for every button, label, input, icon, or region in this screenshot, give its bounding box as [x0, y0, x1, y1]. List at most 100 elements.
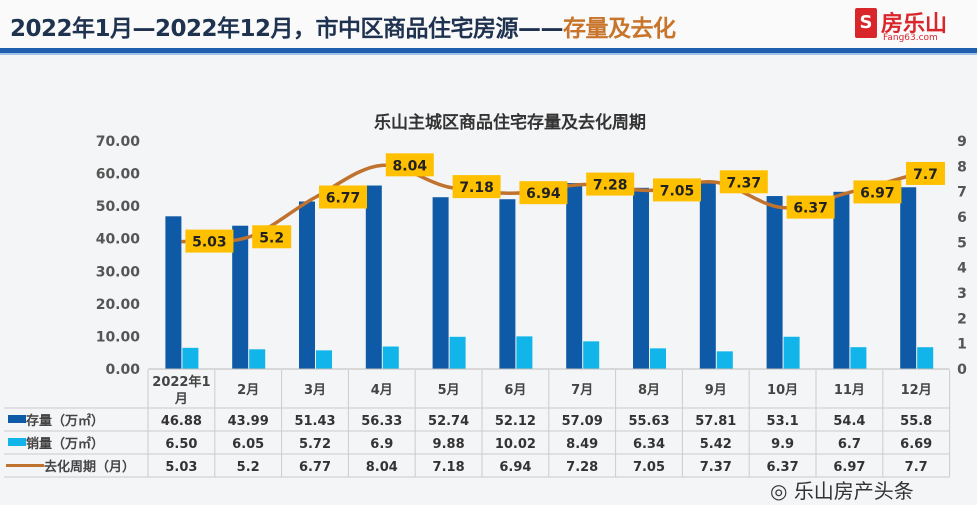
table-value: 6.37	[767, 460, 799, 475]
table-value: 5.2	[237, 460, 260, 475]
category-label: 12月	[901, 383, 932, 398]
sales-bar	[917, 347, 934, 369]
sales-bar	[583, 341, 600, 369]
stock-bar	[365, 185, 382, 369]
cycle-data-label: 6.94	[526, 186, 561, 202]
sales-bar	[516, 336, 533, 369]
category-label: 11月	[834, 383, 865, 398]
table-value: 57.81	[695, 414, 736, 429]
left-axis-tick: 20.00	[96, 297, 141, 313]
table-value: 55.63	[628, 414, 669, 429]
right-axis-tick: 5	[957, 235, 967, 251]
wechat-icon: ◎	[770, 479, 794, 503]
table-value: 51.43	[294, 414, 335, 429]
header: 2022年1月—2022年12月，市中区商品住宅房源——存量及去化 S 房乐山 …	[0, 0, 977, 48]
category-label: 6月	[504, 383, 526, 398]
cycle-data-label: 6.97	[860, 185, 895, 201]
left-axis-tick: 40.00	[96, 232, 141, 248]
stock-bar	[432, 197, 449, 369]
title-highlight: 存量及去化	[563, 16, 676, 42]
legend-label: 去化周期（月）	[44, 459, 135, 475]
table-value: 52.74	[428, 414, 469, 429]
stock-bar	[299, 201, 315, 369]
right-axis-tick: 3	[957, 286, 967, 302]
table-value: 7.37	[700, 460, 732, 475]
stock-bar	[766, 196, 783, 369]
table-value: 5.42	[700, 437, 732, 452]
table-value: 56.33	[361, 414, 402, 429]
watermark: ◎ 乐山房产头条	[770, 479, 914, 503]
category-label: 2月	[237, 383, 259, 398]
logo: S 房乐山 Fang63.com	[855, 6, 970, 46]
cycle-label-box	[786, 195, 835, 219]
cycle-data-label: 5.03	[192, 235, 227, 251]
cycle-data-label: 6.37	[793, 201, 828, 217]
table-value: 7.28	[566, 460, 598, 475]
category-label: 9月	[705, 383, 727, 398]
category-label: 8月	[638, 383, 660, 398]
table-value: 57.09	[562, 414, 603, 429]
stock-bar	[165, 216, 182, 369]
sales-bar	[249, 349, 266, 369]
right-axis-tick: 1	[957, 337, 967, 353]
logo-url: Fang63.com	[883, 33, 938, 43]
stock-bar	[232, 225, 249, 369]
category-label: 3月	[304, 383, 326, 398]
sales-bar	[316, 350, 332, 369]
left-axis-tick: 50.00	[96, 199, 141, 215]
cycle-label-box	[385, 153, 434, 177]
right-axis-tick: 4	[957, 261, 967, 277]
cycle-label-box	[319, 185, 367, 209]
table-value: 9.88	[433, 437, 465, 452]
category-label: 5月	[438, 383, 460, 398]
stock-bar	[900, 187, 917, 369]
right-axis-tick: 0	[957, 362, 967, 378]
watermark-text: 乐山房产头条	[793, 479, 914, 503]
page-title: 2022年1月—2022年12月，市中区商品住宅房源——存量及去化	[10, 9, 676, 43]
right-axis-tick: 2	[957, 311, 967, 327]
legend-bar-swatch	[8, 438, 26, 446]
left-axis-tick: 10.00	[96, 329, 141, 345]
cycle-label-box	[853, 180, 902, 204]
stock-bar	[633, 187, 649, 369]
table-value: 7.18	[433, 460, 465, 475]
header-divider	[0, 48, 977, 53]
logo-name: 房乐山	[881, 12, 948, 37]
table-value: 6.7	[838, 437, 861, 452]
sales-bar	[182, 347, 199, 369]
left-axis-tick: 70.00	[96, 134, 141, 150]
table-value: 5.03	[165, 460, 197, 475]
cycle-label-box	[653, 178, 701, 202]
sales-bar	[382, 346, 399, 369]
cycle-label-box	[906, 161, 945, 185]
table-value: 6.9	[370, 437, 393, 452]
right-axis-tick: 6	[957, 210, 967, 226]
stock-bar	[699, 180, 716, 369]
cycle-data-label: 7.28	[593, 178, 628, 194]
category-label: 月	[174, 392, 188, 407]
stock-bar	[833, 191, 850, 369]
table-value: 6.77	[299, 460, 331, 475]
cycle-data-label: 8.04	[393, 158, 428, 174]
sales-bar	[449, 336, 466, 369]
right-axis-tick: 7	[957, 185, 967, 201]
table-value: 52.12	[495, 414, 536, 429]
category-label: 2022年1	[152, 374, 210, 390]
table-value: 55.8	[900, 414, 932, 429]
legend-bar-swatch	[8, 415, 26, 423]
right-axis-tick: 9	[957, 134, 967, 150]
cycle-data-label: 7.05	[660, 183, 695, 199]
legend-line-swatch	[6, 464, 44, 467]
table-value: 5.72	[299, 437, 331, 452]
cycle-label-box	[519, 181, 568, 205]
legend-label: 存量（万㎡）	[26, 413, 104, 429]
left-axis-tick: 30.00	[96, 264, 141, 280]
table-value: 8.04	[366, 460, 398, 475]
sales-bar	[783, 336, 800, 369]
cycle-label-box	[452, 175, 501, 199]
sales-bar	[850, 347, 867, 369]
table-value: 6.50	[165, 437, 197, 452]
table-value: 9.9	[771, 437, 794, 452]
cycle-data-label: 7.7	[913, 167, 938, 183]
category-label: 7月	[571, 383, 593, 398]
